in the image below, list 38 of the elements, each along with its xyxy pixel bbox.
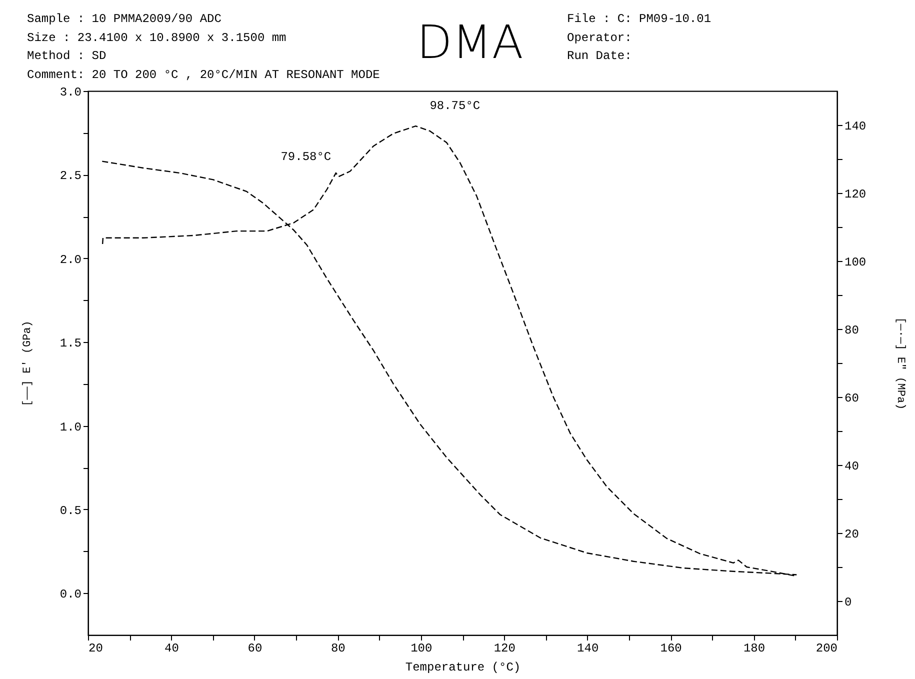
text: Run Date: bbox=[567, 49, 632, 63]
x-tick-label: 20 bbox=[88, 642, 103, 656]
y-tick-label: 0.5 bbox=[60, 504, 82, 518]
y-tick-label: 1.0 bbox=[60, 420, 82, 434]
y2-tick-label: 40 bbox=[844, 460, 859, 474]
y-axis-title: [——] E' (GPa) bbox=[22, 320, 34, 406]
x-axis-title: Temperature (°C) bbox=[405, 660, 521, 674]
x-tick-label: 120 bbox=[494, 642, 516, 656]
x-tick-label: 40 bbox=[164, 642, 179, 656]
text: File : C: PM09-10.01 bbox=[567, 12, 712, 26]
x-tick-label: 160 bbox=[660, 642, 682, 656]
y-tick-label: 0.0 bbox=[60, 588, 82, 602]
y2-tick-label: 20 bbox=[844, 528, 859, 542]
y-tick-label: 1.5 bbox=[60, 336, 82, 351]
y-tick-label: 2.0 bbox=[60, 252, 82, 267]
x-tick-label: 60 bbox=[248, 642, 262, 656]
text: Method : SD bbox=[27, 49, 106, 63]
y2-tick-label: 60 bbox=[844, 392, 859, 406]
y2-axis-title: [—·—] E" (MPa) bbox=[894, 317, 906, 410]
x-tick-label: 200 bbox=[816, 642, 838, 656]
y-tick-label: 3.0 bbox=[60, 86, 82, 100]
annotation: 79.58°C bbox=[280, 150, 332, 164]
y2-tick-label: 120 bbox=[844, 188, 866, 202]
text: Comment: 20 TO 200 °C , 20°C/MIN AT RESONANT MODE bbox=[27, 68, 380, 82]
x-tick-label: 100 bbox=[410, 642, 432, 656]
annotation: 98.75°C bbox=[430, 99, 480, 114]
x-tick-label: 80 bbox=[330, 642, 346, 656]
text: Sample : 10 PMMA2009/90 ADC bbox=[27, 12, 222, 26]
text: Size : 23.4100 x 10.8900 x 3.1500 mm bbox=[27, 31, 286, 45]
y2-tick-label: 0 bbox=[844, 596, 852, 610]
y-tick-label: 2.5 bbox=[60, 169, 82, 184]
y2-tick-label: 80 bbox=[844, 324, 859, 338]
x-tick-label: 180 bbox=[743, 642, 766, 656]
x-tick-label: 140 bbox=[577, 642, 599, 656]
y2-tick-label: 100 bbox=[844, 256, 866, 270]
text: Operator: bbox=[567, 31, 632, 45]
y2-tick-label: 140 bbox=[844, 120, 866, 134]
chart-title: DMA bbox=[416, 15, 524, 69]
